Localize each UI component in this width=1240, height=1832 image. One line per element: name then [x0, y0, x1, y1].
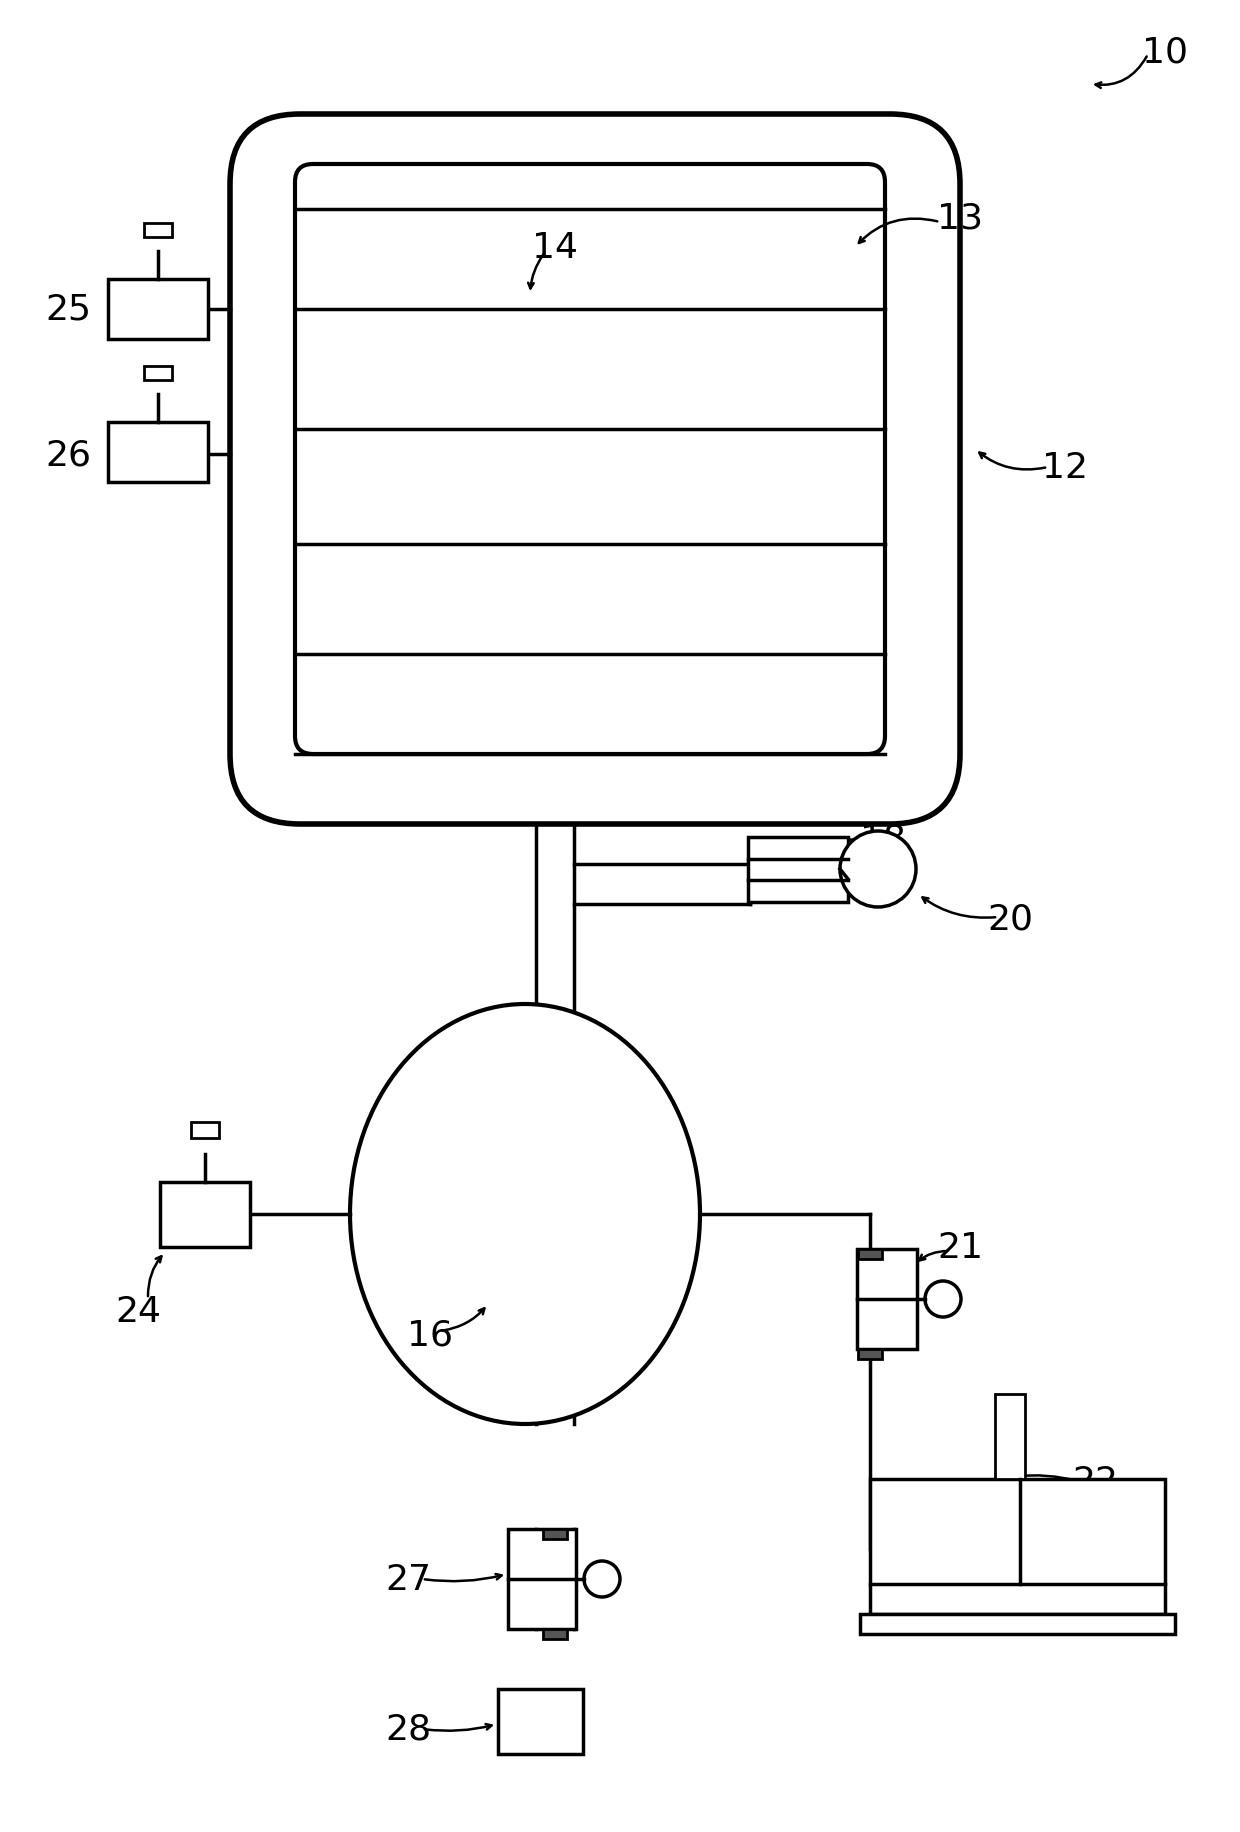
Bar — [108, 280, 208, 339]
Text: 25: 25 — [45, 293, 91, 326]
FancyBboxPatch shape — [295, 165, 885, 755]
Bar — [870, 1478, 1166, 1614]
Bar — [498, 1689, 583, 1753]
Bar — [858, 1348, 882, 1359]
Text: 21: 21 — [937, 1231, 983, 1264]
Bar — [108, 423, 208, 484]
Bar — [543, 1629, 567, 1640]
Text: 14: 14 — [532, 231, 578, 266]
Text: 13: 13 — [937, 202, 983, 234]
Text: 20: 20 — [987, 903, 1033, 936]
Bar — [861, 1614, 1176, 1634]
Text: 22: 22 — [1073, 1464, 1118, 1499]
Bar — [857, 1249, 918, 1348]
Bar — [858, 1249, 882, 1259]
Text: 26: 26 — [45, 438, 91, 473]
Bar — [160, 1182, 250, 1248]
Bar — [191, 1123, 219, 1138]
Text: 18: 18 — [859, 823, 906, 857]
Circle shape — [925, 1281, 961, 1317]
Bar — [144, 366, 172, 381]
Text: 28: 28 — [384, 1713, 432, 1746]
Bar — [508, 1530, 577, 1629]
Text: 10: 10 — [1142, 35, 1188, 70]
Bar — [748, 837, 848, 903]
Ellipse shape — [350, 1004, 701, 1423]
FancyBboxPatch shape — [229, 115, 960, 824]
Text: 24: 24 — [115, 1293, 161, 1328]
Text: 16: 16 — [407, 1317, 453, 1352]
Bar — [543, 1530, 567, 1539]
Bar — [144, 224, 172, 238]
Circle shape — [839, 832, 916, 907]
Text: 12: 12 — [1042, 451, 1087, 485]
Circle shape — [584, 1561, 620, 1598]
Text: 27: 27 — [384, 1563, 432, 1596]
Bar — [994, 1394, 1025, 1478]
